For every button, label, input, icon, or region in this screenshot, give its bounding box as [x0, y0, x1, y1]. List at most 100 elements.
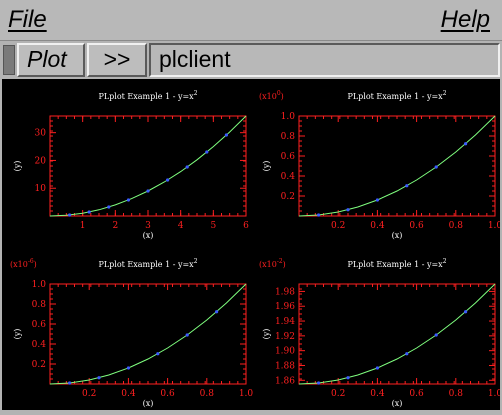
chart-title: PLplot Example 1 - y=x2	[98, 90, 197, 101]
data-point	[434, 165, 438, 169]
plot-canvas: PLplot Example 1 - y=x2 1 2 3 4 5 6 10 20 30 (x) (y…	[10, 90, 502, 408]
chart-panel-1: PLplot Example 1 - y=x2 1 2 3 4 5 6 10 20 30 (x) (y…	[13, 90, 249, 240]
y-tick-label: 10	[35, 184, 47, 194]
axis-multiplier-label: (x10-6)	[10, 258, 37, 269]
chart-panel-2: PLplot Example 1 - y=x2 (x100) 0.2 0.4 0.6 0.…	[259, 90, 502, 240]
y-tick-label: 1.98	[275, 287, 295, 297]
x-tick-label: 1.0	[239, 389, 254, 399]
y-tick-label: 0.4	[281, 172, 296, 182]
data-point	[68, 213, 72, 217]
data-point	[375, 366, 379, 370]
x-tick-label: 0.2	[82, 389, 96, 399]
y-tick-label: 1.90	[275, 347, 295, 357]
series-line	[298, 115, 496, 217]
plot-area: PLplot Example 1 - y=x2 1 2 3 4 5 6 10 20 30 (x) (y…	[2, 79, 502, 410]
axis-multiplier-label: (x10-2)	[259, 258, 286, 269]
data-point	[346, 208, 350, 212]
x-tick-label: 1	[80, 221, 86, 231]
data-point	[317, 381, 321, 385]
y-axis-label: (y)	[262, 329, 271, 340]
data-point	[405, 352, 409, 356]
data-point	[434, 333, 438, 337]
data-point	[166, 178, 170, 182]
x-tick-label: 0.4	[370, 221, 385, 231]
y-axis-label: (y)	[13, 161, 22, 172]
x-tick-label: 0.4	[121, 389, 136, 399]
y-tick-label: 30	[35, 129, 47, 139]
data-point	[68, 381, 72, 385]
client-name-label: plclient	[149, 43, 500, 77]
plot-button[interactable]: Plot	[17, 43, 85, 77]
chart-panel-3: PLplot Example 1 - y=x2 (x10-6) 0.2 0.4 0.6 0…	[10, 258, 253, 408]
plot-frame	[49, 115, 247, 217]
x-tick-label: 0.6	[409, 221, 424, 231]
data-point	[464, 310, 468, 314]
x-tick-label: 0.8	[449, 221, 464, 231]
series-line	[49, 115, 247, 217]
chart-title: PLplot Example 1 - y=x2	[347, 90, 446, 101]
x-axis-label: (x)	[143, 231, 154, 240]
plot-frame	[298, 115, 496, 217]
x-tick-label: 0.6	[409, 389, 424, 399]
menu-help[interactable]: Help	[440, 6, 490, 33]
data-point	[317, 213, 321, 217]
menu-file[interactable]: File	[8, 6, 47, 33]
y-tick-label: 1.96	[275, 302, 295, 312]
data-point	[346, 376, 350, 380]
chart-panel-4: PLplot Example 1 - y=x2 (x10-2) 0.2 0.4 0.6 0…	[259, 258, 502, 408]
chart-title: PLplot Example 1 - y=x2	[347, 258, 446, 269]
x-tick-label: 4	[178, 221, 184, 231]
x-tick-label: 2	[112, 221, 118, 231]
x-tick-label: 0.2	[331, 389, 345, 399]
y-tick-label: 1.88	[275, 361, 295, 371]
y-tick-label: 0.4	[32, 340, 47, 350]
plot-frame	[298, 283, 496, 385]
y-axis-label: (y)	[13, 329, 22, 340]
x-tick-label: 5	[210, 221, 216, 231]
data-point	[464, 142, 468, 146]
series-line	[298, 283, 496, 385]
chart-title: PLplot Example 1 - y=x2	[98, 258, 197, 269]
y-axis-label: (y)	[262, 161, 271, 172]
toolbar-grip-handle[interactable]	[3, 45, 15, 75]
data-point	[126, 366, 130, 370]
y-tick-label: 1.0	[281, 112, 296, 122]
x-axis-label: (x)	[392, 231, 403, 240]
data-point	[87, 210, 91, 214]
y-tick-label: 0.8	[281, 132, 296, 142]
data-point	[185, 165, 189, 169]
x-tick-label: 0.2	[331, 221, 345, 231]
x-tick-label: 1.0	[488, 389, 500, 399]
x-axis-label: (x)	[392, 399, 403, 408]
x-axis-label: (x)	[143, 399, 154, 408]
x-tick-label: 1.0	[488, 221, 500, 231]
data-point	[405, 184, 409, 188]
x-tick-label: 6	[243, 221, 249, 231]
y-tick-label: 1.0	[32, 280, 47, 290]
plot-frame	[49, 283, 247, 385]
data-point	[185, 333, 189, 337]
data-point	[215, 310, 219, 314]
y-tick-label: 1.86	[275, 376, 295, 386]
data-point	[97, 376, 101, 380]
y-tick-label: 1.94	[275, 317, 295, 327]
data-point	[107, 205, 111, 209]
x-tick-label: 0.8	[449, 389, 464, 399]
y-tick-label: 0.6	[32, 320, 47, 330]
y-tick-label: 0.8	[32, 300, 47, 310]
x-tick-label: 3	[145, 221, 151, 231]
toolbar: Plot >> plclient	[0, 41, 502, 78]
axis-multiplier-label: (x100)	[259, 90, 284, 101]
x-tick-label: 0.4	[370, 389, 385, 399]
y-tick-label: 1.92	[275, 332, 295, 342]
menu-bar: File Help	[0, 0, 502, 41]
next-page-button[interactable]: >>	[87, 43, 147, 77]
y-tick-label: 0.2	[281, 192, 295, 202]
data-point	[156, 352, 160, 356]
data-point	[146, 189, 150, 193]
x-tick-label: 0.6	[160, 389, 175, 399]
x-tick-label: 0.8	[200, 389, 215, 399]
series-line	[49, 283, 247, 385]
data-point	[205, 150, 209, 154]
